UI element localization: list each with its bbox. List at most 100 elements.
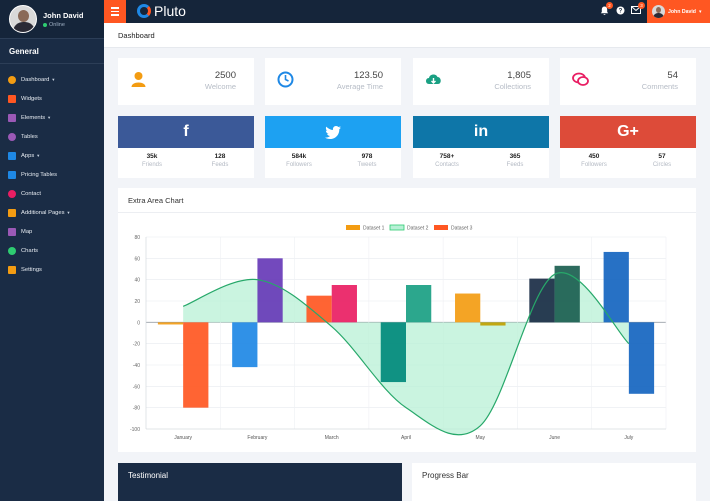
cloud-download-icon [426, 74, 441, 84]
bar-dataset-1-may [455, 293, 481, 323]
sidebar-user[interactable]: John David Online [0, 0, 104, 39]
social-count: 450 [588, 153, 600, 160]
caret-down-icon: ▼ [66, 210, 71, 215]
y-tick-label: -80 [133, 406, 140, 412]
sidebar-item-contact[interactable]: Contact [0, 184, 104, 203]
sidebar-item-widgets[interactable]: Widgets [0, 89, 104, 108]
bar-dataset-1-june [529, 278, 555, 323]
bar-dataset-1-february [232, 322, 258, 368]
user-status-label: Online [49, 21, 65, 28]
x-tick-label: June [549, 435, 560, 441]
sidebar-item-label: Elements [21, 114, 46, 121]
bar-dataset-1-july [603, 251, 629, 323]
bell-icon[interactable]: 2 [599, 2, 613, 16]
bar-dataset-3-june [554, 265, 580, 323]
stat-card-collections: 1,805 Collections [413, 58, 549, 105]
x-tick-label: May [476, 435, 486, 441]
sidebar-item-settings[interactable]: Settings [0, 260, 104, 279]
sidebar-item-label: Widgets [21, 95, 42, 102]
sidebar-nav: Dashboard ▼ Widgets Elements ▼ Tables Apps ▼ Pri… [0, 64, 104, 279]
social-count-label: Feeds [506, 162, 524, 168]
bar-dataset-1-april [380, 322, 406, 383]
social-count-label: Feeds [211, 162, 229, 168]
sidebar-item-pricing-tables[interactable]: Pricing Tables [0, 165, 104, 184]
sidebar-item-tables[interactable]: Tables [0, 127, 104, 146]
legend-swatch [346, 225, 360, 230]
twitter-icon[interactable] [325, 125, 341, 139]
extra-area-chart: 80 60 40 20 0 -20 -40 -60 -80 -100 January February… [130, 224, 667, 441]
mail-icon[interactable]: 3 [631, 2, 645, 16]
social-count: 57 [658, 153, 666, 160]
x-tick-label: July [624, 435, 633, 441]
social-count: 365 [509, 153, 521, 160]
x-tick-label: March [325, 435, 339, 441]
sidebar-item-label: Contact [21, 190, 41, 197]
top-user-menu[interactable]: John David ▾ [647, 0, 710, 23]
mail-badge: 3 [638, 2, 645, 9]
layers-icon [8, 208, 16, 217]
bar-dataset-3-may [480, 322, 506, 326]
sidebar: John David Online General Dashboard ▼ Widg… [0, 0, 104, 501]
diamond-icon [8, 113, 16, 122]
menu-toggle-button[interactable] [104, 0, 126, 23]
top-user-name: John David [668, 8, 696, 15]
bar-dataset-3-january [183, 322, 209, 408]
sidebar-item-apps[interactable]: Apps ▼ [0, 146, 104, 165]
bar-dataset-3-march [331, 285, 357, 323]
briefcase-icon [8, 151, 16, 160]
line-dataset-2 [182, 272, 630, 436]
user-status: Online [43, 22, 83, 28]
stat-label: Welcome [204, 82, 236, 91]
sidebar-section-title: General [0, 39, 104, 64]
stat-label: Average Time [336, 82, 383, 91]
stat-label: Comments [641, 82, 678, 91]
stat-value: 1,805 [507, 70, 531, 81]
avatar [652, 5, 665, 18]
sidebar-item-label: Charts [21, 247, 39, 254]
user-icon [131, 72, 146, 87]
social-count-label: Circles [652, 162, 672, 168]
sidebar-item-label: Tables [21, 133, 38, 140]
logo[interactable]: Pluto [137, 3, 186, 19]
sidebar-item-label: Pricing Tables [21, 171, 57, 178]
social-card-facebook: f 35k Friends 128 Feeds [118, 116, 254, 178]
sidebar-item-map[interactable]: Map [0, 222, 104, 241]
progress-title: Progress Bar [422, 471, 469, 480]
page-title: Dashboard [104, 23, 710, 48]
online-status-icon [43, 22, 47, 27]
sidebar-item-label: Apps [21, 152, 35, 159]
legend-swatch [389, 224, 405, 231]
google-plus-icon[interactable]: G+ [617, 123, 639, 140]
x-tick-label: February [247, 435, 268, 441]
bar-dataset-3-april [406, 285, 432, 323]
bar-dataset-1-january [157, 322, 184, 325]
y-tick-label: 0 [137, 320, 140, 326]
bar-dataset-3-july [628, 322, 655, 394]
bar-chart-icon [8, 246, 16, 255]
avatar [9, 5, 37, 33]
social-count-label: Tweets [357, 162, 377, 168]
testimonial-panel: Testimonial [118, 463, 402, 501]
linkedin-icon[interactable]: in [473, 123, 489, 140]
sidebar-item-additional-pages[interactable]: Additional Pages ▼ [0, 203, 104, 222]
sidebar-item-charts[interactable]: Charts [0, 241, 104, 260]
price-table-icon [8, 170, 16, 179]
legend-label: Dataset 3 [451, 226, 473, 232]
facebook-icon[interactable]: f [183, 123, 189, 140]
sidebar-item-label: Dashboard [21, 76, 50, 83]
social-count: 758+ [439, 153, 455, 160]
y-tick-label: 20 [134, 299, 140, 305]
sidebar-item-label: Settings [21, 266, 42, 273]
stat-value: 123.50 [353, 70, 383, 81]
y-tick-label: -60 [133, 384, 140, 390]
legend-swatch [434, 225, 448, 230]
question-icon[interactable]: ? [615, 6, 625, 16]
stat-card-average-time: 123.50 Average Time [265, 58, 401, 105]
logo-icon [137, 4, 151, 18]
caret-down-icon: ▼ [51, 77, 56, 82]
logo-text: Pluto [154, 3, 186, 19]
y-tick-label: -100 [130, 427, 140, 433]
sidebar-item-dashboard[interactable]: Dashboard ▼ [0, 70, 104, 89]
stat-label: Collections [494, 82, 531, 91]
sidebar-item-elements[interactable]: Elements ▼ [0, 108, 104, 127]
